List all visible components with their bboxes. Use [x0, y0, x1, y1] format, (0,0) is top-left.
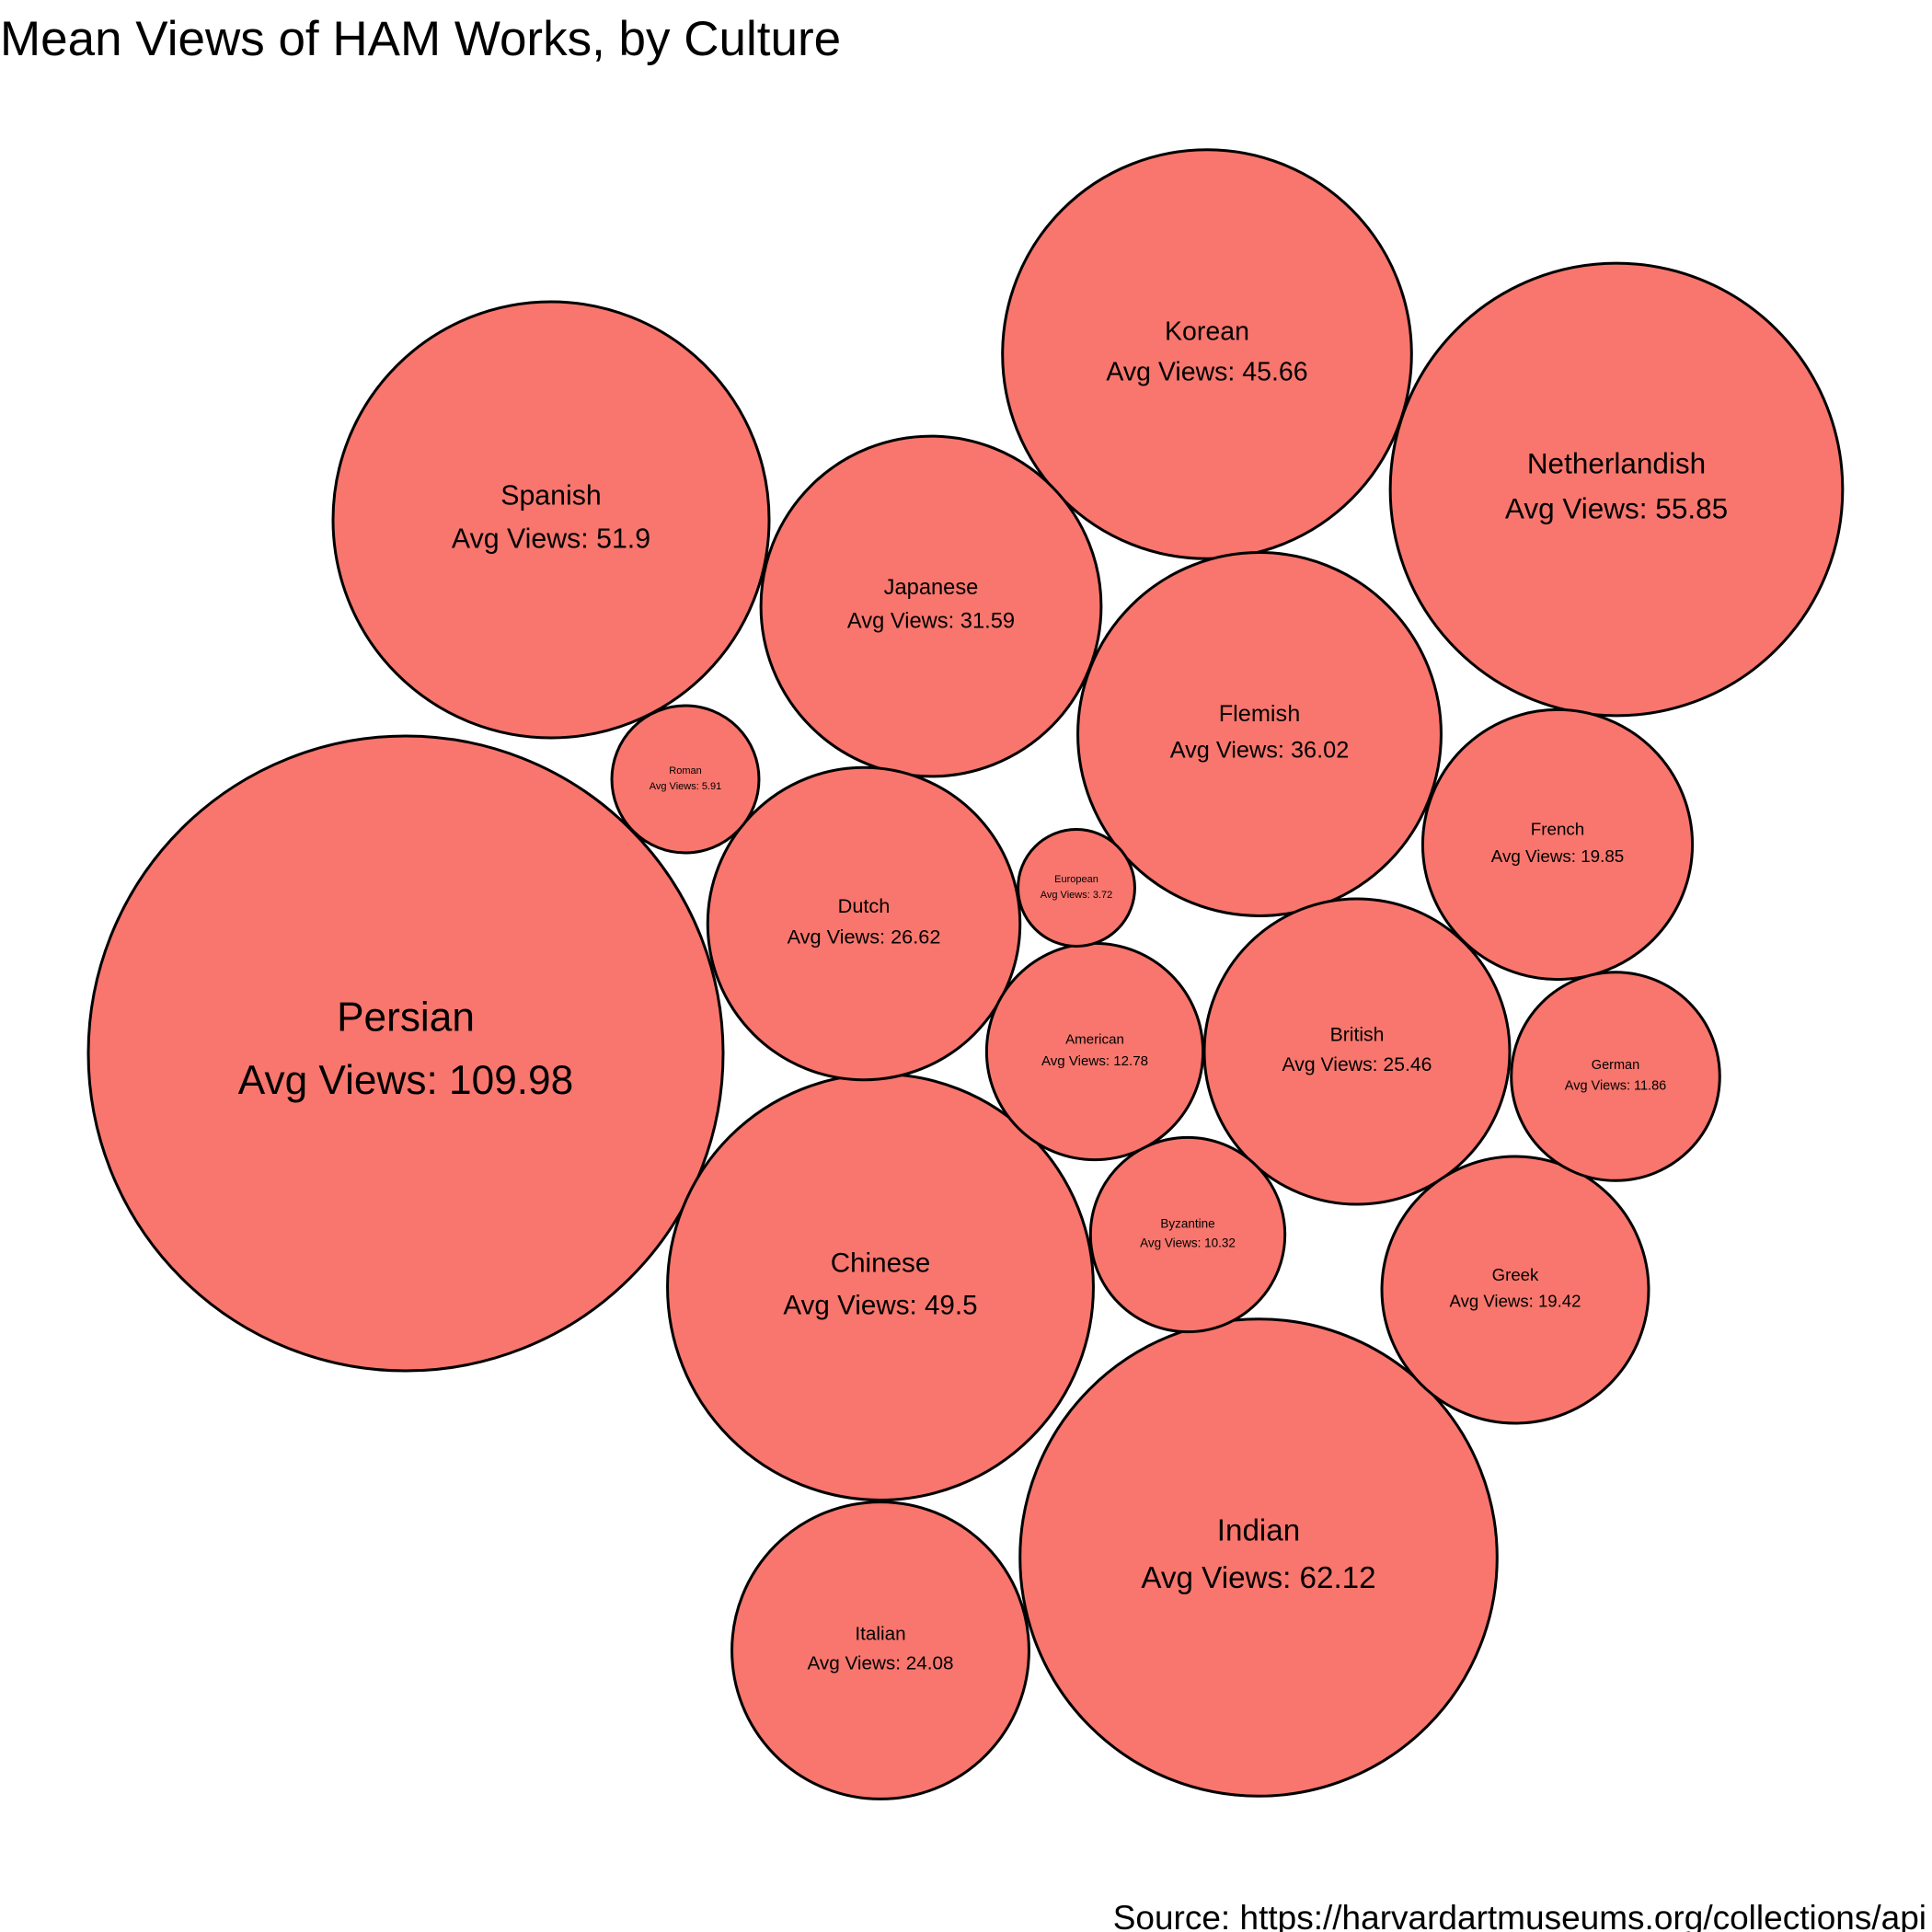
bubble-european: European Avg Views: 3.72 [1017, 828, 1136, 948]
bubble-korean: Korean Avg Views: 45.66 [1001, 148, 1413, 560]
bubble-label-european: European [1054, 874, 1098, 885]
bubble-circle-dutch [706, 765, 1022, 1082]
bubble-label-german: German [1592, 1058, 1639, 1073]
bubble-circle-indian [1018, 1317, 1499, 1798]
bubble-american: American Avg Views: 12.78 [984, 941, 1205, 1162]
bubble-dutch: Dutch Avg Views: 26.62 [706, 765, 1022, 1082]
bubble-value-netherlandish: Avg Views: 55.85 [1505, 491, 1728, 524]
bubble-label-indian: Indian [1217, 1514, 1300, 1548]
bubble-label-korean: Korean [1165, 316, 1249, 346]
bubble-value-american: Avg Views: 12.78 [1041, 1053, 1148, 1069]
bubble-value-european: Avg Views: 3.72 [1041, 890, 1112, 901]
bubble-netherlandish: Netherlandish Avg Views: 55.85 [1388, 261, 1845, 718]
bubble-circle-spanish [331, 300, 771, 740]
bubble-value-japanese: Avg Views: 31.59 [847, 610, 1015, 634]
bubble-label-greek: Greek [1492, 1265, 1539, 1284]
bubble-circle-netherlandish [1388, 261, 1845, 718]
bubble-label-persian: Persian [337, 995, 475, 1041]
bubble-value-korean: Avg Views: 45.66 [1106, 357, 1307, 386]
source-caption: Source: https://harvardartmuseums.org/co… [1112, 1899, 1926, 1932]
bubble-value-persian: Avg Views: 109.98 [238, 1058, 573, 1103]
bubble-label-netherlandish: Netherlandish [1527, 447, 1706, 480]
bubble-italian: Italian Avg Views: 24.08 [730, 1501, 1030, 1800]
bubble-value-british: Avg Views: 25.46 [1282, 1054, 1432, 1075]
bubble-value-roman: Avg Views: 5.91 [650, 781, 721, 792]
bubble-value-flemish: Avg Views: 36.02 [1170, 737, 1350, 763]
bubble-value-italian: Avg Views: 24.08 [807, 1653, 953, 1674]
bubble-circle-french [1420, 707, 1695, 982]
bubble-label-chinese: Chinese [831, 1248, 931, 1279]
bubble-circle-korean [1001, 148, 1413, 560]
bubble-label-italian: Italian [855, 1624, 905, 1645]
bubble-label-japanese: Japanese [884, 576, 979, 600]
bubble-byzantine: Byzantine Avg Views: 10.32 [1088, 1135, 1287, 1334]
bubble-circle-greek [1380, 1155, 1650, 1425]
bubble-value-indian: Avg Views: 62.12 [1141, 1561, 1375, 1595]
bubble-value-dutch: Avg Views: 26.62 [788, 926, 941, 949]
bubble-greek: Greek Avg Views: 19.42 [1380, 1155, 1650, 1425]
bubble-label-spanish: Spanish [500, 480, 602, 511]
bubble-persian: Persian Avg Views: 109.98 [86, 734, 725, 1373]
bubble-label-french: French [1531, 820, 1584, 839]
bubble-value-spanish: Avg Views: 51.9 [452, 523, 650, 554]
bubble-value-byzantine: Avg Views: 10.32 [1140, 1236, 1236, 1250]
bubble-circle-japanese [759, 434, 1103, 778]
bubble-french: French Avg Views: 19.85 [1420, 707, 1695, 982]
bubble-spanish: Spanish Avg Views: 51.9 [331, 300, 771, 740]
bubble-value-greek: Avg Views: 19.42 [1450, 1292, 1581, 1311]
bubble-german: German Avg Views: 11.86 [1510, 971, 1721, 1182]
bubble-circle-european [1017, 828, 1136, 948]
bubble-value-german: Avg Views: 11.86 [1565, 1079, 1666, 1094]
bubble-roman: Roman Avg Views: 5.91 [610, 704, 761, 855]
bubble-value-french: Avg Views: 19.85 [1491, 846, 1624, 866]
bubble-indian: Indian Avg Views: 62.12 [1018, 1317, 1499, 1798]
bubble-circle-byzantine [1088, 1135, 1287, 1334]
bubble-circle-italian [730, 1501, 1030, 1800]
bubble-value-chinese: Avg Views: 49.5 [783, 1291, 977, 1321]
bubble-circle-american [984, 941, 1205, 1162]
bubble-japanese: Japanese Avg Views: 31.59 [759, 434, 1103, 778]
bubble-label-dutch: Dutch [838, 894, 891, 917]
bubble-circle-flemish [1076, 551, 1443, 917]
bubble-circle-roman [610, 704, 761, 855]
bubble-label-british: British [1330, 1024, 1385, 1045]
bubble-circle-persian [86, 734, 725, 1373]
chart-title: Mean Views of HAM Works, by Culture [0, 12, 842, 66]
bubble-label-byzantine: Byzantine [1160, 1217, 1214, 1231]
bubble-circle-german [1510, 971, 1721, 1182]
bubble-label-flemish: Flemish [1219, 701, 1301, 727]
bubble-label-roman: Roman [669, 765, 701, 776]
bubble-label-american: American [1065, 1032, 1124, 1048]
bubble-flemish: Flemish Avg Views: 36.02 [1076, 551, 1443, 917]
